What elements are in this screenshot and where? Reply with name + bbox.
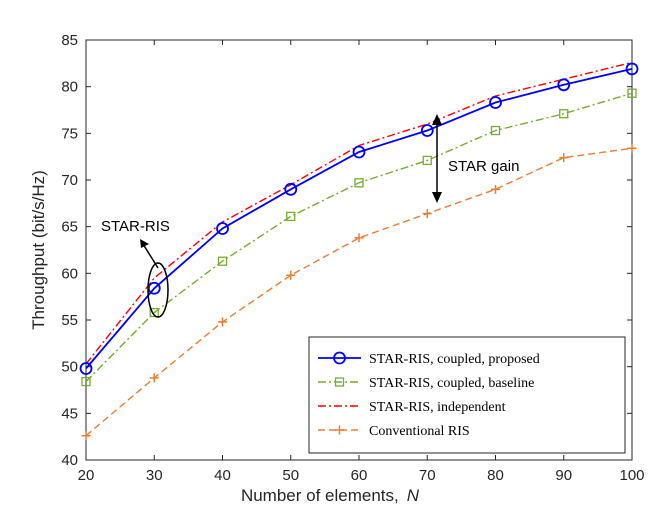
series-3: [81, 143, 637, 441]
series-2: [85, 61, 633, 365]
star-gain-label: STAR gain: [448, 158, 519, 175]
y-tick-label: 60: [61, 265, 78, 282]
plus-marker: [354, 233, 364, 243]
star-gain-arrowhead-bottom: [432, 192, 442, 203]
series-1: [81, 88, 637, 387]
plus-marker: [559, 153, 569, 163]
plus-marker: [627, 143, 637, 153]
legend-entry: STAR-RIS, independent: [318, 400, 506, 415]
series-line: [85, 92, 633, 383]
square-marker: [627, 88, 637, 98]
circle-marker: [489, 96, 502, 109]
y-tick-label: 45: [61, 405, 78, 422]
series-line: [85, 68, 633, 370]
circle-marker: [352, 145, 366, 159]
legend-label: STAR-RIS, coupled, baseline: [369, 376, 534, 391]
star-ris-annotation: STAR-RIS: [101, 218, 170, 318]
axis-ticks: 20 30 40 50 60 70 80 90 100 40 45 50 55 60 65 70 75 80 85: [61, 32, 644, 484]
x-tick-label: 20: [78, 467, 95, 484]
circle-marker: [420, 124, 434, 137]
star-ris-arrow: [142, 243, 159, 269]
square-marker: [217, 256, 228, 266]
plus-marker: [422, 209, 432, 219]
circle-marker: [625, 62, 639, 76]
series-line: [85, 61, 633, 365]
circle-marker: [284, 182, 298, 196]
square-marker: [354, 178, 364, 188]
x-tick-label: 40: [214, 467, 231, 484]
plus-marker: [81, 431, 91, 441]
star-gain-annotation: STAR gain: [432, 114, 519, 203]
legend-entry: STAR-RIS, coupled, proposed: [318, 351, 540, 367]
y-tick-label: 80: [61, 79, 78, 96]
y-tick-label: 40: [61, 452, 78, 469]
circle-marker: [557, 78, 571, 92]
star-ris-ellipse: [147, 262, 169, 318]
square-marker: [334, 377, 345, 387]
x-tick-label: 100: [619, 467, 644, 484]
y-tick-label: 50: [61, 359, 78, 376]
x-tick-label: 60: [351, 467, 368, 484]
x-tick-label: 90: [555, 467, 572, 484]
y-tick-label: 65: [61, 219, 78, 236]
series-line: [85, 147, 633, 437]
legend-label: STAR-RIS, coupled, proposed: [369, 352, 540, 367]
circle-marker: [216, 222, 229, 235]
y-tick-label: 75: [61, 125, 78, 142]
legend-entry: Conventional RIS: [318, 424, 470, 439]
square-marker: [81, 376, 91, 387]
y-tick-label: 55: [61, 312, 78, 329]
x-axis-label: Number of elements, N: [241, 486, 420, 505]
y-tick-label: 70: [61, 172, 78, 189]
legend-label: Conventional RIS: [369, 424, 470, 439]
x-tick-label: 50: [282, 467, 299, 484]
x-tick-label: 30: [146, 467, 163, 484]
circle-marker: [79, 362, 93, 375]
series-layer: [79, 61, 639, 441]
y-axis-label: Throughput (bit/s/Hz): [29, 170, 48, 330]
legend-box: [308, 336, 626, 454]
star-gain-arrowhead-top: [432, 114, 442, 125]
legend-label: STAR-RIS, independent: [369, 400, 506, 415]
y-tick-label: 85: [61, 32, 78, 49]
x-tick-label: 80: [487, 467, 504, 484]
square-marker: [422, 155, 432, 166]
square-marker: [286, 211, 296, 222]
plus-marker: [335, 425, 344, 435]
square-marker: [149, 307, 159, 318]
circle-marker: [333, 351, 346, 365]
plus-marker: [491, 184, 500, 194]
star-ris-label: STAR-RIS: [101, 218, 170, 235]
legend: STAR-RIS, coupled, proposed STAR-RIS, cou…: [308, 336, 626, 454]
legend-entry: STAR-RIS, coupled, baseline: [318, 376, 534, 391]
x-tick-label: 70: [419, 467, 436, 484]
plus-marker: [149, 373, 159, 383]
square-marker: [559, 109, 569, 119]
plus-marker: [286, 270, 296, 280]
star-ris-arrowhead: [140, 239, 149, 248]
plus-marker: [218, 317, 227, 327]
square-marker: [490, 125, 501, 136]
